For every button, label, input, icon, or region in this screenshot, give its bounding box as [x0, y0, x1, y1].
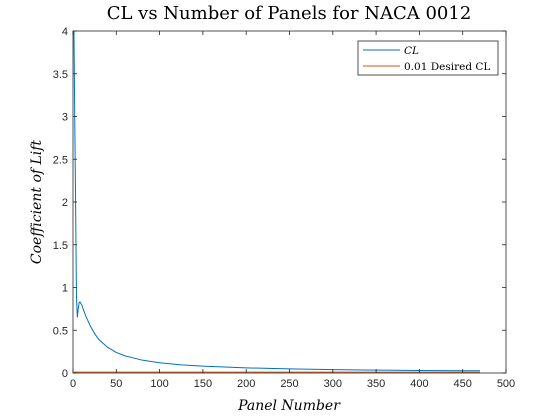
x-tick-label: 100 [150, 378, 168, 390]
plot-lines [73, 31, 481, 373]
x-tick-label: 450 [454, 378, 472, 390]
y-tick-label: 3.5 [53, 69, 68, 81]
x-axis-label: Panel Number [237, 398, 341, 414]
x-tick-label: 0 [70, 378, 76, 390]
y-tick-label: 0.5 [53, 325, 68, 337]
y-tick-label: 1.5 [53, 240, 68, 252]
plot-area [73, 31, 506, 373]
x-tick-label: 400 [410, 378, 428, 390]
legend-label-desired-cl: 0.01 Desired CL [404, 61, 490, 73]
x-tick-label: 250 [280, 378, 298, 390]
x-tick-label: 200 [237, 378, 255, 390]
x-axis-ticks: 0 50 100 150 200 250 300 350 400 450 500 [70, 31, 515, 390]
y-tick-label: 1 [62, 283, 68, 295]
y-tick-label: 4 [62, 26, 68, 38]
y-tick-label: 0 [62, 368, 68, 380]
y-tick-label: 2 [62, 197, 68, 209]
x-tick-label: 350 [367, 378, 385, 390]
legend-box [357, 40, 499, 76]
legend: CL 0.01 Desired CL [357, 40, 499, 76]
y-tick-label: 2.5 [53, 154, 68, 166]
y-axis-label: Coefficient of Lift [29, 140, 45, 265]
y-axis-ticks: 0 0.5 1 1.5 2 2.5 3 3.5 4 [53, 26, 506, 380]
x-tick-label: 150 [194, 378, 212, 390]
x-tick-label: 300 [324, 378, 342, 390]
legend-label-cl: CL [404, 45, 419, 57]
x-tick-label: 500 [497, 378, 515, 390]
y-tick-label: 3 [62, 112, 68, 124]
chart-title: CL vs Number of Panels for NACA 0012 [107, 3, 472, 24]
x-tick-label: 50 [110, 378, 122, 390]
series-line-cl [73, 31, 481, 372]
